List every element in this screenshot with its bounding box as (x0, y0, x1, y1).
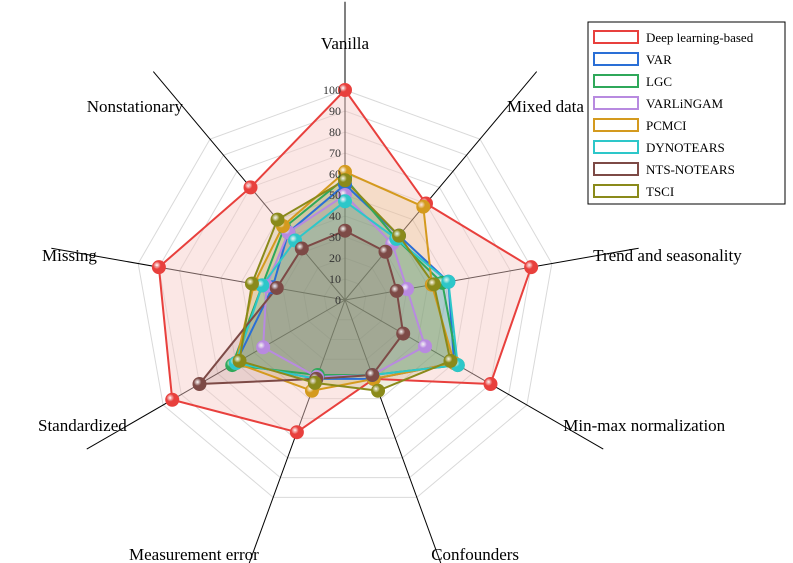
axis-label-mixed-data: Mixed data (507, 97, 584, 116)
marker-nts-notears-standardized (192, 377, 207, 391)
marker-deep-learning-based-nonstationary (243, 180, 258, 195)
legend-swatch-lgc (593, 74, 639, 88)
grid-ring-30 (282, 236, 408, 360)
legend-swatch-deep-learning-based (593, 30, 639, 44)
tick-label-20: 20 (329, 251, 341, 265)
series-line-tsci (238, 179, 452, 392)
axis-label-confounders: Confounders (431, 545, 519, 563)
grid-ring-20 (303, 257, 387, 340)
legend-label-lgc: LGC (646, 74, 672, 89)
marker-tsci-trend-and-seasonality (426, 277, 441, 292)
axis-label-nonstationary: Nonstationary (87, 97, 184, 116)
grid-ring-80 (179, 131, 511, 459)
spoke-measurement-error (248, 299, 346, 563)
marker-tsci-standardized (232, 353, 247, 368)
tick-label-90: 90 (329, 104, 341, 118)
legend-label-deep-learning-based: Deep learning-based (646, 30, 754, 45)
marker-nts-notears-missing (269, 280, 284, 295)
spoke-missing (51, 247, 346, 301)
marker-pcmci-mixed-data (416, 199, 431, 214)
series-fills (158, 90, 532, 433)
axis-label-min-max-normalization: Min-max normalization (563, 416, 725, 435)
tick-label-50: 50 (329, 188, 341, 202)
grid-ring-10 (323, 278, 367, 321)
grid-ring-60 (220, 173, 470, 419)
marker-nts-notears-vanilla (338, 223, 352, 238)
marker-deep-learning-based-missing (151, 260, 166, 275)
tick-label-80: 80 (329, 125, 341, 139)
axis-label-missing: Missing (42, 246, 97, 265)
marker-nts-notears-nonstationary (294, 241, 309, 256)
series-line-pcmci (234, 170, 456, 392)
series-area-deep-learning-based (158, 90, 532, 433)
marker-tsci-measurement-error (307, 375, 322, 390)
grid-ring-90 (158, 110, 532, 479)
series-area-nts-notears (199, 230, 404, 384)
marker-deep-learning-based-measurement-error (289, 425, 304, 440)
grid-ring-70 (199, 152, 491, 439)
marker-tsci-mixed-data (391, 228, 406, 243)
marker-tsci-nonstationary (270, 212, 285, 227)
series-lines (157, 89, 533, 434)
marker-nts-notears-confounders (365, 367, 380, 382)
legend-swatch-nts-notears (593, 162, 639, 176)
radar-grid (51, 1, 639, 563)
legend: Deep learning-based VAR LGC VARLiNGAM PCMCI D… (587, 21, 786, 205)
marker-dynotears-vanilla (338, 194, 352, 209)
marker-varlingam-standardized (256, 340, 271, 355)
legend-label-tsci: TSCI (646, 184, 674, 199)
tick-label-100: 100 (323, 83, 341, 97)
tick-label-70: 70 (329, 146, 341, 160)
axis-label-standardized: Standardized (38, 416, 127, 435)
legend-label-dynotears: DYNOTEARS (646, 140, 725, 155)
axis-labels: Vanilla Mixed data Trend and seasonality Mi… (38, 34, 742, 563)
series-line-deep-learning-based (157, 89, 533, 434)
spoke-min-max-normalization (344, 299, 604, 450)
spoke-mixed-data (344, 71, 538, 301)
marker-tsci-missing (244, 276, 259, 291)
spoke-standardized (86, 299, 346, 450)
marker-nts-notears-trend-and-seasonality (389, 283, 404, 298)
axis-label-vanilla: Vanilla (321, 34, 370, 53)
legend-label-var: VAR (646, 52, 672, 67)
marker-nts-notears-min-max-normalization (396, 326, 411, 341)
marker-tsci-confounders (371, 383, 386, 398)
tick-labels: 0 10 20 30 40 50 60 70 80 90 100 (323, 83, 341, 307)
marker-dynotears-trend-and-seasonality (441, 274, 456, 289)
axis-label-measurement-error: Measurement error (129, 545, 259, 563)
tick-label-40: 40 (329, 209, 341, 223)
marker-deep-learning-based-standardized (165, 392, 180, 407)
grid-ring-100 (137, 89, 553, 498)
legend-swatch-pcmci (593, 118, 639, 132)
legend-swatch-var (593, 52, 639, 66)
spoke-confounders (344, 299, 442, 563)
axis-label-trend-and-seasonality: Trend and seasonality (593, 246, 742, 265)
marker-nts-notears-mixed-data (378, 244, 393, 259)
tick-label-10: 10 (329, 272, 341, 286)
legend-swatch-dynotears (593, 140, 639, 154)
legend-label-pcmci: PCMCI (646, 118, 686, 133)
series-line-nts-notears (198, 229, 405, 385)
tick-label-30: 30 (329, 230, 341, 244)
marker-varlingam-min-max-normalization (418, 339, 433, 354)
legend-swatch-varlingam (593, 96, 639, 110)
marker-deep-learning-based-vanilla (338, 83, 352, 97)
series-markers (151, 83, 539, 440)
tick-label-0: 0 (335, 293, 341, 307)
marker-deep-learning-based-min-max-normalization (483, 377, 498, 391)
tick-label-60: 60 (329, 167, 341, 181)
marker-deep-learning-based-trend-and-seasonality (524, 260, 539, 275)
legend-swatch-tsci (593, 184, 639, 198)
legend-label-nts-notears: NTS-NOTEARS (646, 162, 735, 177)
marker-tsci-vanilla (338, 173, 352, 188)
series-area-varlingam (263, 195, 426, 377)
legend-label-varlingam: VARLiNGAM (646, 96, 723, 111)
marker-tsci-min-max-normalization (443, 353, 458, 368)
